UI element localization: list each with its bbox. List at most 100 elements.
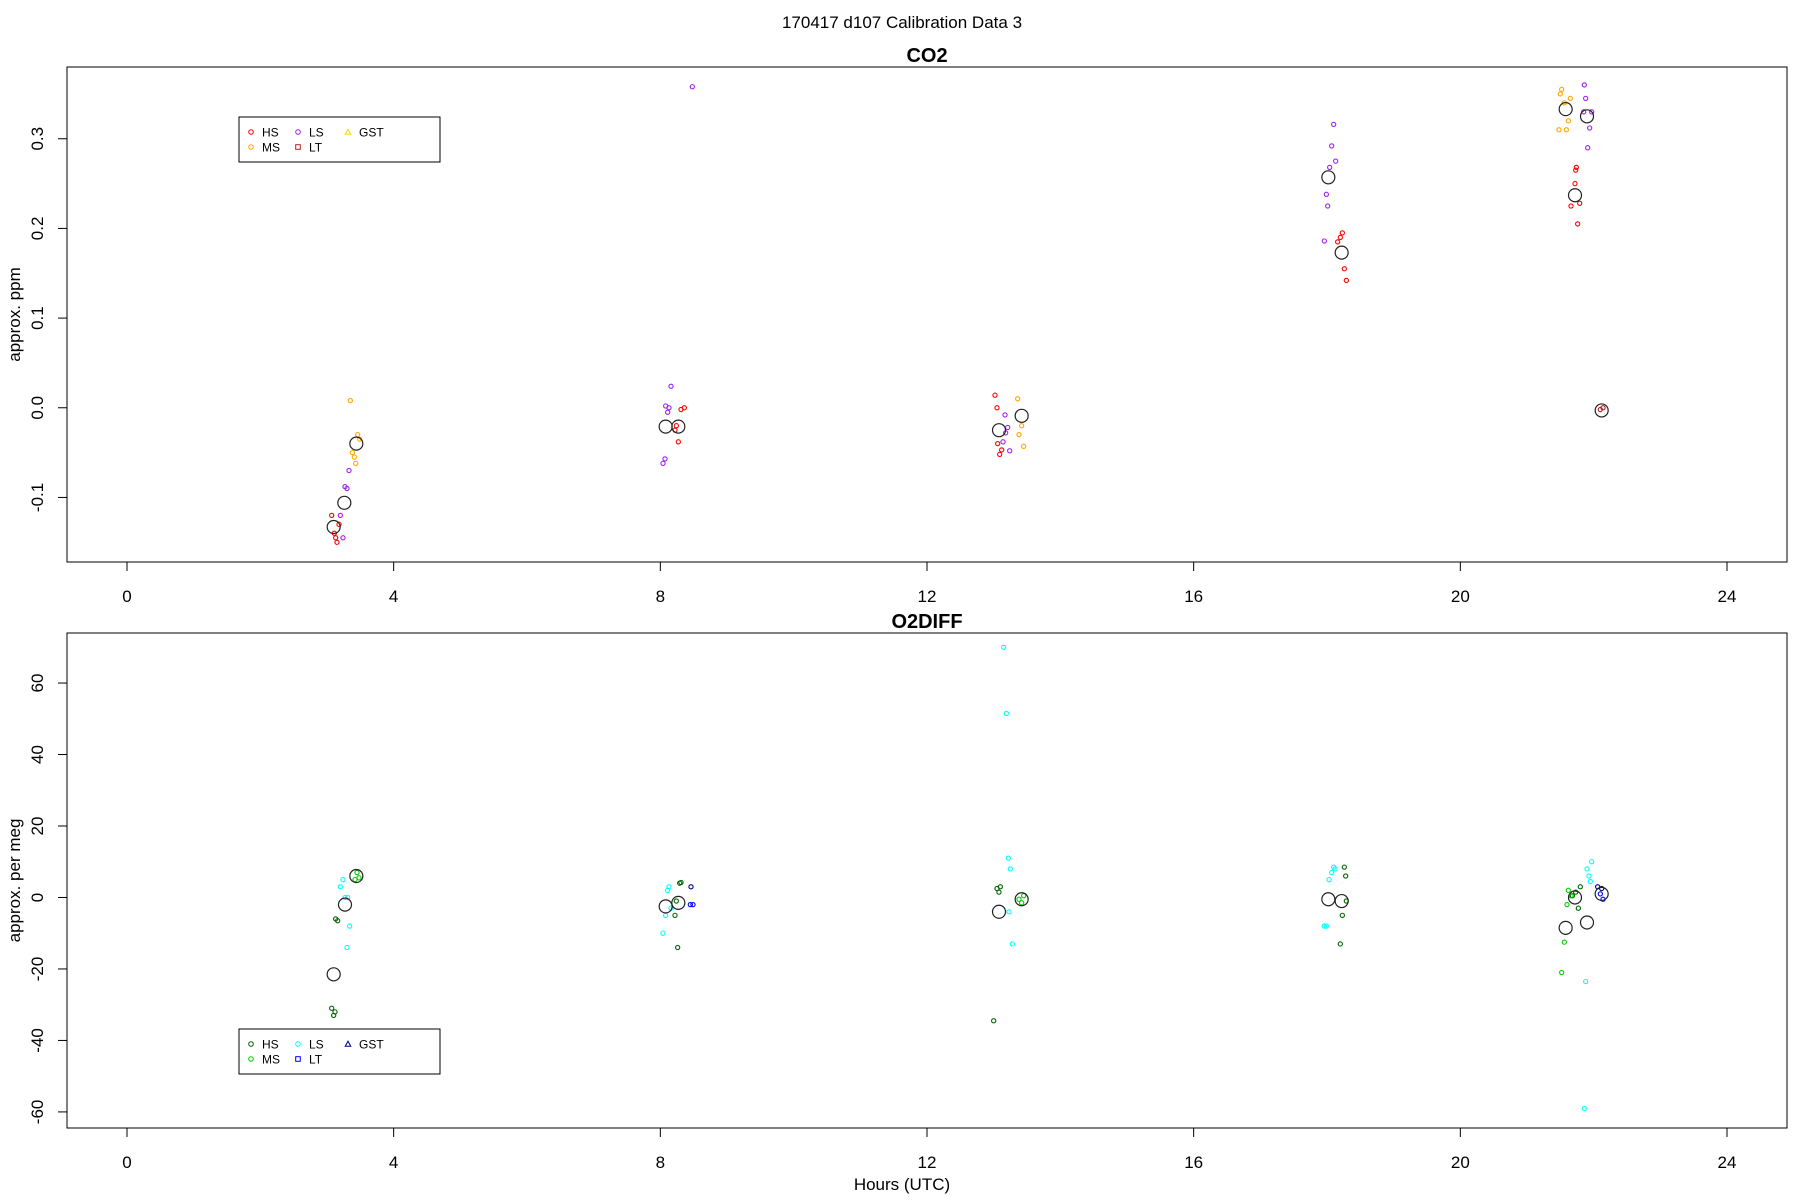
y-tick-label: 20 [28,817,47,836]
x-tick-label: 20 [1451,587,1470,606]
figure-title: 170417 d107 Calibration Data 3 [782,13,1022,32]
y-tick-label: 0.1 [28,306,47,330]
data-point [1589,109,1595,115]
data-point [1583,978,1589,985]
mean-marker [1594,886,1609,902]
legend-label: LT [309,1053,323,1067]
data-point [994,405,1000,411]
data-point [1332,866,1338,872]
data-point [333,535,339,541]
data-point [349,449,355,456]
panel-title: O2DIFF [891,611,962,633]
data-point [1323,923,1329,929]
legend-label: MS [262,1053,280,1067]
data-point [1573,167,1579,173]
data-point [1563,127,1569,133]
data-point [1006,909,1012,915]
y-tick-label: 60 [28,674,47,693]
data-point [1581,1105,1587,1111]
y-axis-label: approx. ppm [5,267,24,362]
data-point [1329,143,1335,149]
data-point [1341,266,1347,272]
y-tick-label: 0.3 [28,127,47,151]
data-point [356,875,362,881]
data-point [1016,432,1022,438]
data-point [1001,644,1007,650]
legend-label: HS [262,1038,279,1052]
data-point [347,923,353,929]
mean-marker [671,419,686,434]
data-point [995,440,1001,447]
data-point [996,889,1002,895]
legend-label: LT [309,141,323,155]
data-point [337,512,343,519]
mean-markers [326,868,1609,982]
data-point [675,944,681,951]
mean-marker [1321,170,1336,185]
y-tick-label: -60 [28,1100,47,1125]
data-point [1583,95,1589,102]
data-point [1585,145,1591,151]
mean-marker [1558,920,1573,935]
data-point [1581,82,1587,88]
y-tick-label: 40 [28,745,47,764]
x-tick-label: 8 [656,1153,665,1172]
data-point [1573,164,1579,171]
panel-title: CO2 [906,45,947,67]
data-point [1586,873,1592,879]
mean-marker [1014,408,1029,423]
data-point [1016,896,1022,902]
data-point [1587,125,1593,131]
y-tick-label: -20 [28,957,47,982]
x-axis-label: Hours (UTC) [854,1175,950,1194]
mean-marker [349,868,364,884]
data-point [1015,396,1021,402]
data-point [347,397,353,404]
data-point [353,460,359,467]
data-point [1337,234,1343,241]
data-point [1559,86,1565,93]
x-axis: 0 4 8 12 16 20 24 [122,1127,1736,1172]
data-point [1343,873,1349,879]
x-tick-label: 4 [389,1153,398,1172]
mean-marker [337,495,352,510]
legend-label: LS [309,1038,324,1052]
data-point [1005,855,1011,861]
mean-marker [337,897,353,912]
mean-marker [671,895,686,910]
data-point [1341,864,1347,870]
legend-item: GST [344,1038,384,1052]
y-tick-label: -0.1 [28,483,47,512]
legend-marker [248,144,254,150]
mean-marker [1334,245,1349,260]
data-point [337,884,343,890]
x-tick-label: 12 [918,1153,937,1172]
legend-item: HS [248,1038,279,1052]
legend-marker [248,1041,254,1047]
y-tick-label: 0.0 [28,396,47,420]
x-tick-label: 16 [1184,587,1203,606]
data-point [346,467,352,474]
mean-marker [326,519,341,535]
data-point [690,901,696,908]
legend-item: MS [248,1053,280,1067]
data-point [1007,448,1013,454]
mean-marker [991,904,1007,919]
data-point [997,451,1003,458]
data-point [999,447,1005,453]
data-point [1556,127,1562,133]
data-point [665,409,671,415]
data-point [1331,121,1337,128]
data-point [1564,901,1570,908]
y-axis: -60 -40 -20 0 20 40 60 [28,674,68,1125]
mean-marker [1567,188,1583,203]
data-point [1577,884,1583,890]
x-tick-label: 8 [656,587,665,606]
data-point [329,1005,335,1011]
o2diff-panel: O2DIFF 0 4 8 12 16 20 24 -60 -40 -20 0 20 40 60 approx.… [5,611,1788,1172]
data-point [1000,439,1006,445]
data-point [997,884,1003,890]
y-tick-label: 0.2 [28,217,47,241]
x-tick-label: 0 [122,1153,131,1172]
data-point [1561,939,1567,945]
